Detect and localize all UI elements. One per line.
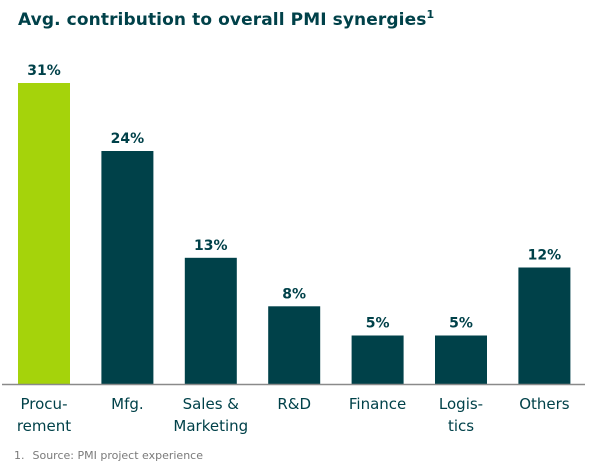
category-label-line: R&D [277,395,311,413]
category-label-5: Logis-tics [439,395,483,435]
category-label-4: Finance [349,395,406,413]
value-label-2: 13% [194,238,228,254]
category-label-line: Logis- [439,395,483,413]
value-label-5: 5% [449,316,473,332]
bar-3 [268,306,321,384]
bar-4 [351,335,404,384]
value-label-0: 31% [27,63,61,79]
category-label-line: Marketing [173,417,248,435]
category-label-line: Mfg. [111,395,144,413]
chart-title-text: Avg. contribution to overall PMI synergi… [18,10,427,30]
category-label-6: Others [519,395,570,413]
footnote: 1. Source: PMI project experience [14,449,203,462]
bar-1 [101,151,154,384]
category-label-1: Mfg. [111,395,144,413]
category-label-2: Sales & Marketing [173,395,248,435]
title-footnote-marker: 1 [426,8,435,21]
category-label-line: Sales & [183,395,240,413]
value-label-1: 24% [111,131,145,147]
bar-6 [518,267,571,384]
category-label-line: Others [519,395,570,413]
bar-0 [18,83,70,384]
value-labels-group: 31% 24% 13% 8% 5% 5% 12% [27,63,561,332]
category-label-line: rement [17,417,71,435]
category-label-3: R&D [277,395,311,413]
chart-title: Avg. contribution to overall PMI synergi… [18,8,435,30]
category-label-0: Procu-rement [17,395,71,435]
bars-group [18,83,571,384]
category-label-line: Finance [349,395,406,413]
category-label-line: Procu- [21,395,68,413]
value-label-3: 8% [282,286,306,302]
footnote-text: Source: PMI project experience [32,449,204,462]
category-labels-group: Procu-rement Mfg. Sales & Marketing R&D Finan… [17,395,570,435]
footnote-number: 1. [14,449,25,462]
bar-5 [435,335,487,384]
bar-2 [184,257,237,384]
value-label-6: 12% [528,248,562,264]
value-label-4: 5% [366,316,390,332]
category-label-line: tics [448,417,474,435]
